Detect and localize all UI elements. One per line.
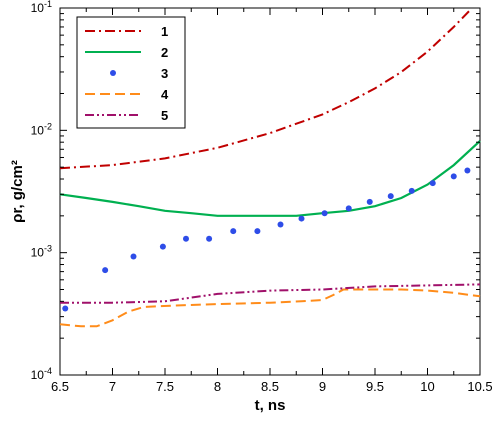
y-tick-base: 10	[31, 1, 45, 15]
series-3-point	[464, 167, 471, 174]
series-3-point	[450, 173, 457, 180]
series-3-point	[254, 228, 261, 235]
series-3-point	[206, 235, 213, 242]
legend: 1 2 3 4 5	[76, 16, 186, 129]
x-axis-label: t, ns	[255, 397, 286, 414]
series-3-point	[429, 180, 436, 187]
y-tick-label: 10-3	[31, 244, 52, 260]
series-3-point	[130, 253, 137, 260]
x-tick-label: 9.5	[366, 379, 384, 394]
series-3-point	[408, 187, 415, 194]
y-tick-exponent: -3	[44, 244, 52, 254]
series-3-point	[183, 235, 189, 242]
y-tick-exponent: -2	[44, 121, 52, 131]
legend-entry-3-label: 3	[161, 66, 168, 81]
ticks-layer: 6.5 7 7.5 8 8.5 9 9.5 10 10.510-410-310-210-1	[31, 0, 493, 394]
legend-entry-2-label: 2	[161, 45, 168, 60]
y-tick-exponent: -1	[44, 0, 52, 9]
x-tick-label: 6.5	[51, 379, 69, 394]
x-tick-label: 7	[109, 379, 116, 394]
series-5-line	[60, 283, 481, 304]
y-tick-exponent: -4	[44, 366, 52, 376]
legend-entry-3-marker	[110, 70, 116, 76]
x-tick-label: 10.5	[467, 379, 492, 394]
y-tick-label: 10-4	[31, 366, 52, 382]
y-axis-label: ρr, g/cm²	[9, 160, 26, 223]
series-4-line	[59, 288, 481, 328]
series-3-point	[321, 210, 328, 217]
series-1-line	[59, 10, 471, 170]
y-tick-base: 10	[31, 246, 45, 260]
x-tick-label: 10	[420, 379, 434, 394]
series-3-point	[345, 205, 352, 212]
legend-entry-1-label: 1	[161, 24, 168, 39]
series-3-point	[387, 193, 394, 200]
y-tick-base: 10	[31, 123, 45, 137]
x-tick-label: 8	[214, 379, 221, 394]
series-3-point	[62, 305, 69, 312]
y-tick-label: 10-1	[31, 0, 52, 15]
series-2-line	[59, 140, 481, 217]
series-3-point	[159, 243, 166, 250]
x-tick-label: 9	[319, 379, 326, 394]
y-tick-label: 10-2	[31, 121, 52, 137]
x-tick-label: 8.5	[261, 379, 279, 394]
legend-entry-4-label: 4	[161, 87, 169, 102]
series-layer	[59, 10, 481, 328]
series-3-point	[230, 228, 237, 235]
series-3-point	[277, 221, 284, 228]
series-3-point	[102, 267, 109, 274]
series-3-point	[366, 198, 373, 205]
series-3-point	[298, 215, 305, 222]
x-tick-label: 7.5	[156, 379, 174, 394]
y-tick-base: 10	[31, 368, 45, 382]
legend-box	[76, 16, 186, 129]
legend-entry-5-label: 5	[161, 108, 168, 123]
